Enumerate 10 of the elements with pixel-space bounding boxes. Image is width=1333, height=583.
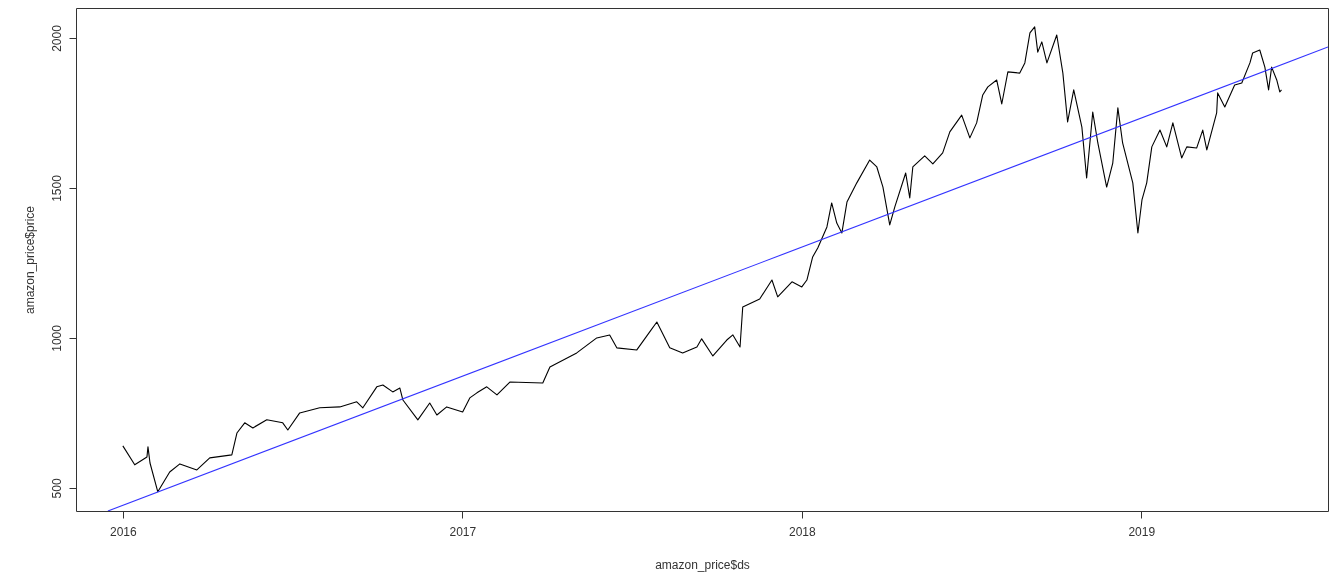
x-tick-label: 2019	[1128, 524, 1156, 539]
y-tick-label: 500	[49, 478, 64, 499]
x-tick-label: 2016	[110, 524, 138, 539]
y-tick-label: 2000	[49, 24, 64, 52]
x-tick-label: 2018	[788, 524, 816, 539]
x-tick-label: 2017	[449, 524, 477, 539]
y-tick-label: 1000	[49, 324, 64, 352]
y-axis-title: amazon_price$price	[22, 205, 37, 315]
x-axis-title: amazon_price$ds	[655, 557, 750, 572]
y-tick-label: 1500	[49, 174, 64, 202]
